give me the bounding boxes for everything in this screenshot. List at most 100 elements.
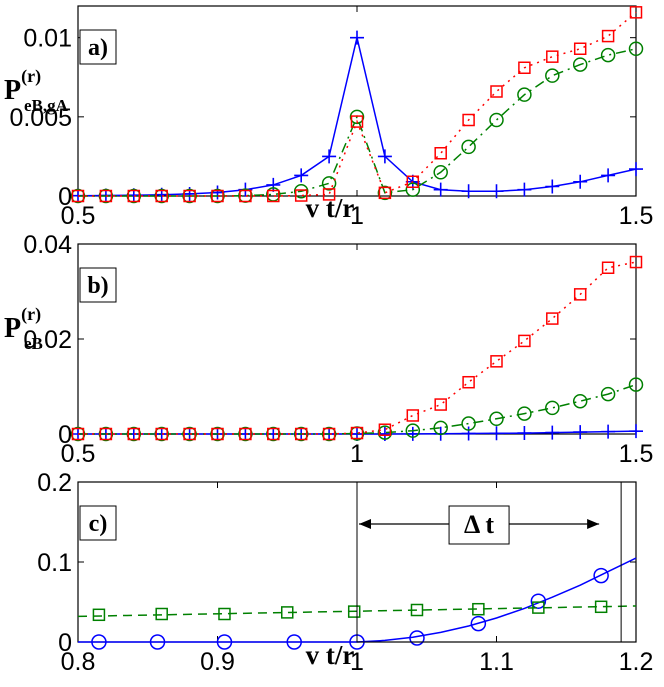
data-point-square (183, 427, 196, 441)
data-point-square (127, 189, 141, 203)
series-line (77, 605, 637, 618)
data-point-circle (70, 188, 86, 204)
data-point-square (211, 189, 224, 203)
data-point-square (350, 426, 364, 440)
panel-label-box (79, 267, 117, 303)
data-point-square (462, 375, 475, 389)
data-point-circle (293, 426, 309, 442)
data-point-plus (573, 425, 588, 440)
data-point-square (99, 189, 113, 203)
data-point-circle (377, 425, 393, 440)
y-tick-label: 0.2 (37, 469, 72, 497)
y-axis-label: P(r) (4, 66, 41, 106)
data-point-square (267, 427, 280, 441)
data-point-circle (517, 87, 532, 102)
data-point-circle (405, 423, 421, 438)
data-point-circle (70, 426, 86, 442)
y-tick-label: 0.005 (9, 104, 72, 132)
data-point-square (294, 427, 308, 441)
x-tick-label: 1.5 (619, 202, 654, 230)
y-tick-label: 0.01 (23, 25, 72, 53)
data-point-square (573, 42, 587, 55)
y-axis-label: P(r) (4, 304, 41, 344)
data-point-circle (593, 567, 609, 584)
data-point-square (218, 607, 231, 621)
data-point-circle (286, 634, 302, 650)
data-point-circle (489, 411, 504, 427)
chart-panel-2: P(r)eB (4, 243, 644, 442)
data-point-square (601, 261, 615, 274)
panel-label-box (79, 505, 117, 541)
data-point-square (472, 602, 485, 616)
data-point-square (490, 355, 503, 368)
delta-t-window (356, 481, 622, 643)
data-point-square (378, 423, 392, 436)
data-point-square (629, 255, 643, 269)
x-tick-label: 0.5 (61, 202, 96, 230)
data-point-square (322, 188, 336, 201)
data-point-circle (545, 68, 560, 83)
data-point-circle (517, 406, 532, 421)
data-point-square (406, 409, 420, 422)
data-point-square (573, 288, 587, 301)
data-point-square (267, 189, 280, 203)
data-point-circle (149, 634, 166, 650)
data-point-circle (293, 184, 309, 199)
x-tick-label: 1.5 (619, 440, 654, 468)
data-point-circle (572, 393, 588, 409)
data-point-square (71, 427, 85, 441)
data-point-circle (600, 386, 616, 402)
data-point-circle (530, 593, 547, 609)
x-tick-label: 1 (350, 440, 364, 468)
data-point-plus (461, 426, 476, 441)
data-point-square (294, 189, 308, 202)
x-tick-label: 0.5 (61, 440, 96, 468)
data-point-plus (629, 162, 643, 177)
data-point-circle (377, 185, 393, 201)
y-tick-label: 0.02 (23, 326, 72, 354)
data-point-square (594, 600, 608, 614)
data-point-plus (629, 424, 643, 439)
y-axis-label-subscript: eB,gA (24, 96, 69, 115)
series-line (78, 261, 637, 435)
data-point-plus (322, 149, 337, 164)
plot-frame (77, 243, 637, 435)
data-point-plus (517, 182, 532, 197)
data-point-square (211, 427, 224, 441)
data-point-circle (409, 630, 425, 646)
data-point-plus (433, 182, 448, 197)
data-point-circle (545, 400, 560, 416)
data-point-plus (601, 424, 616, 439)
data-point-plus (461, 184, 476, 199)
delta-t-label: Δ t (464, 510, 494, 539)
data-point-square (434, 398, 447, 411)
data-point-circle (216, 634, 233, 650)
data-point-square (127, 427, 141, 441)
data-point-square (518, 334, 531, 348)
delta-t-label-box (448, 505, 510, 545)
arrow-right-icon (587, 519, 600, 529)
data-point-plus (266, 177, 281, 192)
data-point-square (490, 85, 503, 98)
data-point-circle (461, 416, 476, 431)
x-axis-label: v t/r (306, 193, 355, 223)
panel-label: b) (87, 273, 108, 299)
data-point-plus (545, 179, 560, 194)
data-point-circle (628, 377, 644, 392)
data-point-square (546, 312, 559, 325)
x-tick-label: 0.8 (61, 648, 96, 676)
panel-label: c) (89, 511, 108, 537)
data-point-square (629, 6, 643, 19)
data-point-circle (572, 57, 588, 72)
data-point-circle (433, 420, 448, 436)
data-point-square (92, 608, 106, 622)
data-point-square (406, 175, 420, 188)
data-point-square (462, 113, 475, 127)
data-point-plus (545, 425, 560, 440)
data-point-plus (601, 168, 616, 183)
chart-panel-3 (77, 481, 637, 650)
data-point-square (99, 427, 113, 441)
data-point-circle (238, 426, 253, 442)
data-point-square (546, 50, 559, 63)
